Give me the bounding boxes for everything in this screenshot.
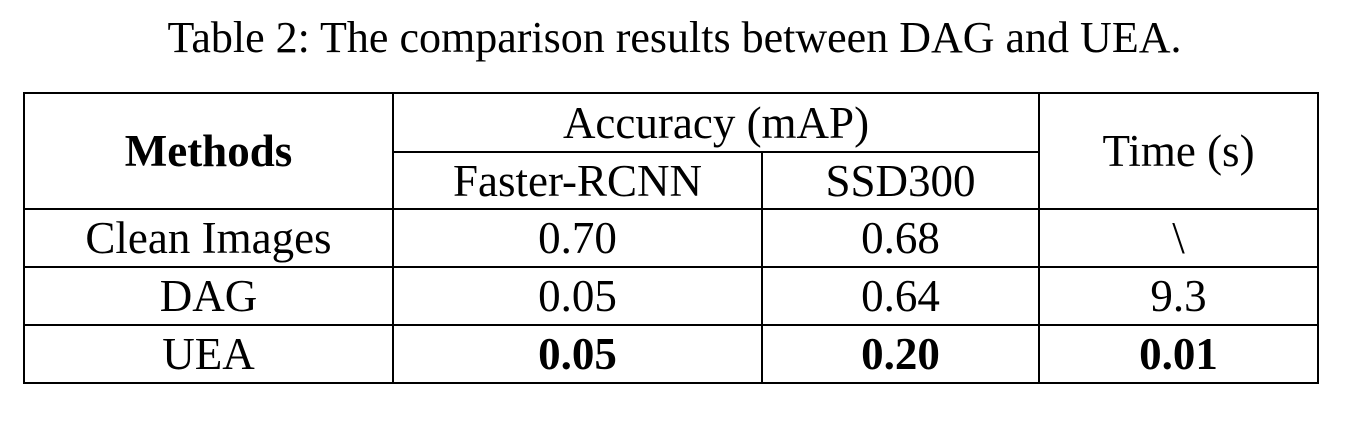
- header-time: Time (s): [1038, 92, 1319, 210]
- header-ssd300: SSD300: [761, 151, 1040, 210]
- cell-time: 9.3: [1038, 266, 1319, 326]
- table-caption: Table 2: The comparison results between …: [167, 13, 1182, 62]
- cell-time: 0.01: [1038, 324, 1319, 384]
- cell-ssd300: 0.64: [761, 266, 1040, 326]
- comparison-table: Methods Accuracy (mAP) Time (s) Faster-R…: [23, 92, 1319, 384]
- header-faster-rcnn: Faster-RCNN: [392, 151, 763, 210]
- cell-faster-rcnn: 0.70: [392, 208, 763, 268]
- cell-method: Clean Images: [23, 208, 394, 268]
- cell-method: DAG: [23, 266, 394, 326]
- table-header-row: Methods Accuracy (mAP) Time (s): [23, 92, 1319, 210]
- table-row: DAG 0.05 0.64 9.3: [23, 266, 1319, 326]
- header-methods: Methods: [23, 92, 394, 210]
- cell-faster-rcnn: 0.05: [392, 266, 763, 326]
- table-subheader-row: Faster-RCNN SSD300: [24, 151, 1318, 210]
- table-row: UEA 0.05 0.20 0.01: [23, 324, 1319, 384]
- cell-ssd300: 0.68: [761, 208, 1040, 268]
- cell-ssd300: 0.20: [761, 324, 1040, 384]
- header-accuracy-group: Accuracy (mAP): [392, 92, 1040, 153]
- cell-method: UEA: [23, 324, 394, 384]
- table-row: Clean Images 0.70 0.68 \: [23, 208, 1319, 268]
- cell-faster-rcnn: 0.05: [392, 324, 763, 384]
- cell-time: \: [1038, 208, 1319, 268]
